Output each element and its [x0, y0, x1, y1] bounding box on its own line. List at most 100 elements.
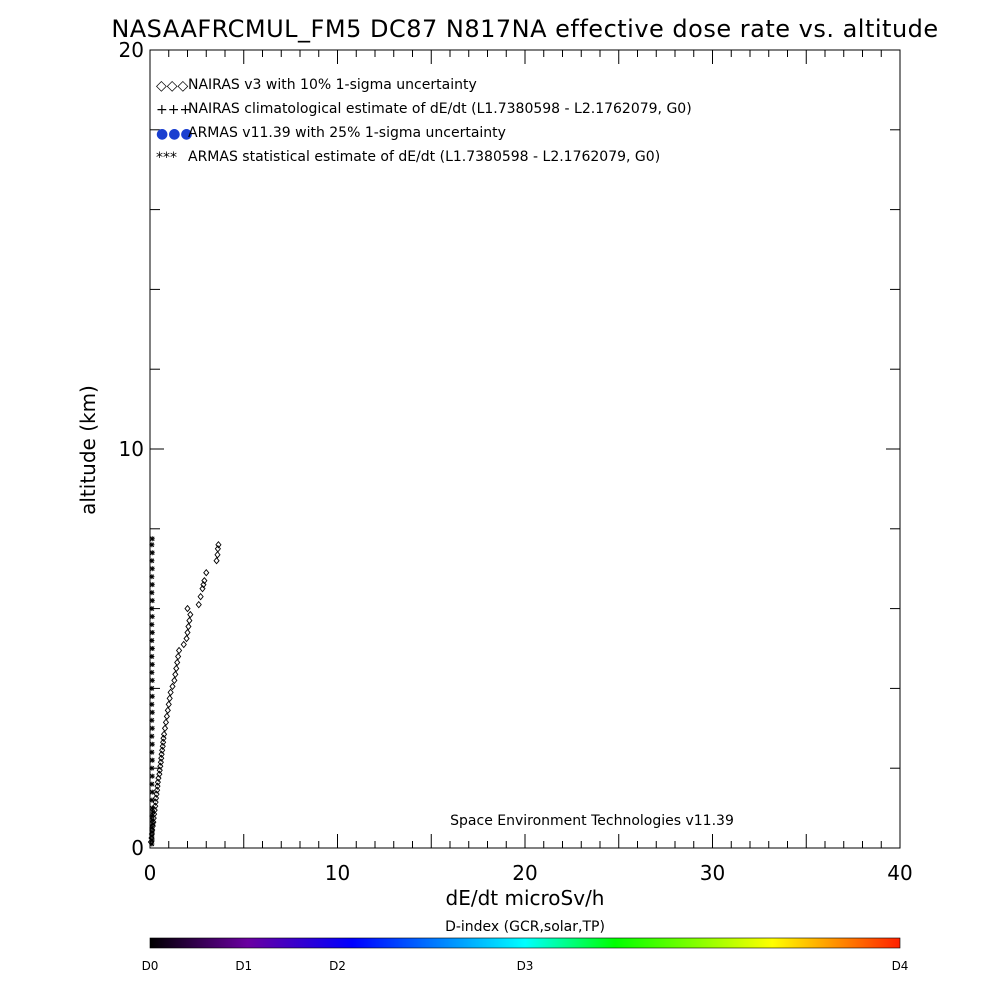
colorbar-label: D2 [329, 959, 346, 973]
diamond-point [160, 734, 167, 742]
x-tick-label: 20 [512, 861, 537, 885]
diamond-point [174, 658, 181, 667]
tick-labels: 0 10 20 30 40 0 10 20 [119, 38, 913, 885]
plot-frame [149, 49, 901, 849]
diamond-point [159, 746, 166, 754]
colorbar-label: D4 [892, 959, 909, 973]
asterisk-point [149, 653, 155, 659]
y-tick-label: 20 [119, 38, 144, 62]
asterisk-point [149, 677, 155, 683]
diamond-point [173, 664, 180, 673]
diamond-point [156, 766, 163, 774]
diamond-point [169, 682, 176, 691]
asterisk-point [149, 598, 155, 604]
asterisk-point [149, 813, 155, 819]
asterisk-point [149, 797, 155, 803]
asterisk-point [149, 622, 155, 628]
asterisk-point [149, 717, 155, 723]
diamond-point [159, 742, 166, 750]
credit-annotation: Space Environment Technologies v11.39 [450, 813, 734, 829]
colorbar-labels: D0 D1 D2 D3 D4 [142, 959, 909, 973]
asterisk-point [149, 574, 155, 580]
asterisk-point [149, 701, 155, 707]
asterisk-point [149, 536, 155, 542]
asterisk-point [149, 590, 155, 596]
legend-marker: ◇◇◇ [156, 78, 189, 94]
diamond-point [175, 652, 182, 661]
diamond-point [158, 754, 165, 762]
asterisk-point [149, 693, 155, 699]
asterisk-point [149, 841, 155, 847]
legend-label: ARMAS v11.39 with 25% 1-sigma uncertaint… [188, 125, 506, 141]
diamond-point [197, 592, 204, 601]
colorbar-label: D3 [517, 959, 534, 973]
diamond-point [214, 545, 221, 553]
asterisk-point [149, 825, 155, 831]
diamond-point [164, 706, 171, 715]
diamond-point [160, 730, 168, 738]
diamond-point [167, 688, 174, 697]
x-tick-label: 30 [700, 861, 725, 885]
asterisk-point [149, 773, 155, 779]
y-tick-label: 10 [119, 437, 144, 461]
legend-label: NAIRAS climatological estimate of dE/dt … [188, 101, 692, 117]
asterisk-point [149, 638, 155, 644]
legend-marker: *** [156, 150, 177, 166]
legend-marker: ●●● [156, 126, 193, 142]
x-tick-label: 40 [887, 861, 912, 885]
diamond-point [153, 790, 160, 798]
x-tick-label: 10 [325, 861, 350, 885]
asterisk-point [149, 829, 155, 835]
diamond-point [158, 750, 165, 758]
asterisk-point [150, 821, 156, 827]
diamond-point [186, 616, 193, 625]
diamond-point [155, 774, 162, 782]
diamond-point [215, 541, 222, 549]
diamond-point [214, 551, 221, 559]
asterisk-point [149, 749, 155, 755]
diamond-point [154, 782, 161, 790]
diamond-point [184, 604, 191, 613]
asterisk-point [149, 725, 155, 731]
diamond-point [203, 568, 210, 577]
asterisk-point [149, 630, 155, 636]
y-tick-label: 0 [131, 836, 144, 860]
diamond-point [187, 610, 194, 619]
diamond-point [162, 718, 170, 727]
diamond-point [156, 770, 163, 778]
diamond-point [195, 600, 202, 609]
x-tick-label: 0 [144, 861, 157, 885]
asterisk-point [150, 809, 156, 815]
diamond-point [166, 694, 173, 703]
diamond-point [154, 786, 161, 794]
asterisk-point [149, 781, 155, 787]
diamond-point [200, 580, 207, 589]
diamond-point [213, 557, 220, 565]
diamond-point [154, 778, 161, 786]
y-axis-title: altitude (km) [76, 385, 100, 515]
asterisk-point [149, 789, 155, 795]
x-axis-title: dE/dt microSv/h [446, 886, 605, 910]
colorbar-label: D0 [142, 959, 159, 973]
colorbar-label: D1 [235, 959, 252, 973]
asterisk-point [149, 661, 155, 667]
diamond-point [152, 798, 159, 806]
diamond-point [184, 628, 191, 637]
asterisk-point [149, 765, 155, 771]
diamond-point [161, 724, 169, 733]
asterisk-point [149, 733, 155, 739]
diamond-point [160, 738, 167, 746]
diamond-point [165, 700, 172, 709]
asterisk-point [149, 542, 155, 548]
diamond-point [185, 622, 192, 631]
asterisk-point [149, 669, 155, 675]
asterisk-point [149, 805, 155, 811]
colorbar-title: D-index (GCR,solar,TP) [445, 919, 605, 935]
colorbar [149, 937, 901, 949]
asterisk-point [149, 606, 155, 612]
asterisk-point [149, 566, 155, 572]
diamond-point [157, 762, 164, 770]
asterisk-point [149, 709, 155, 715]
diamond-point [175, 646, 183, 655]
diamond-point [172, 670, 179, 679]
